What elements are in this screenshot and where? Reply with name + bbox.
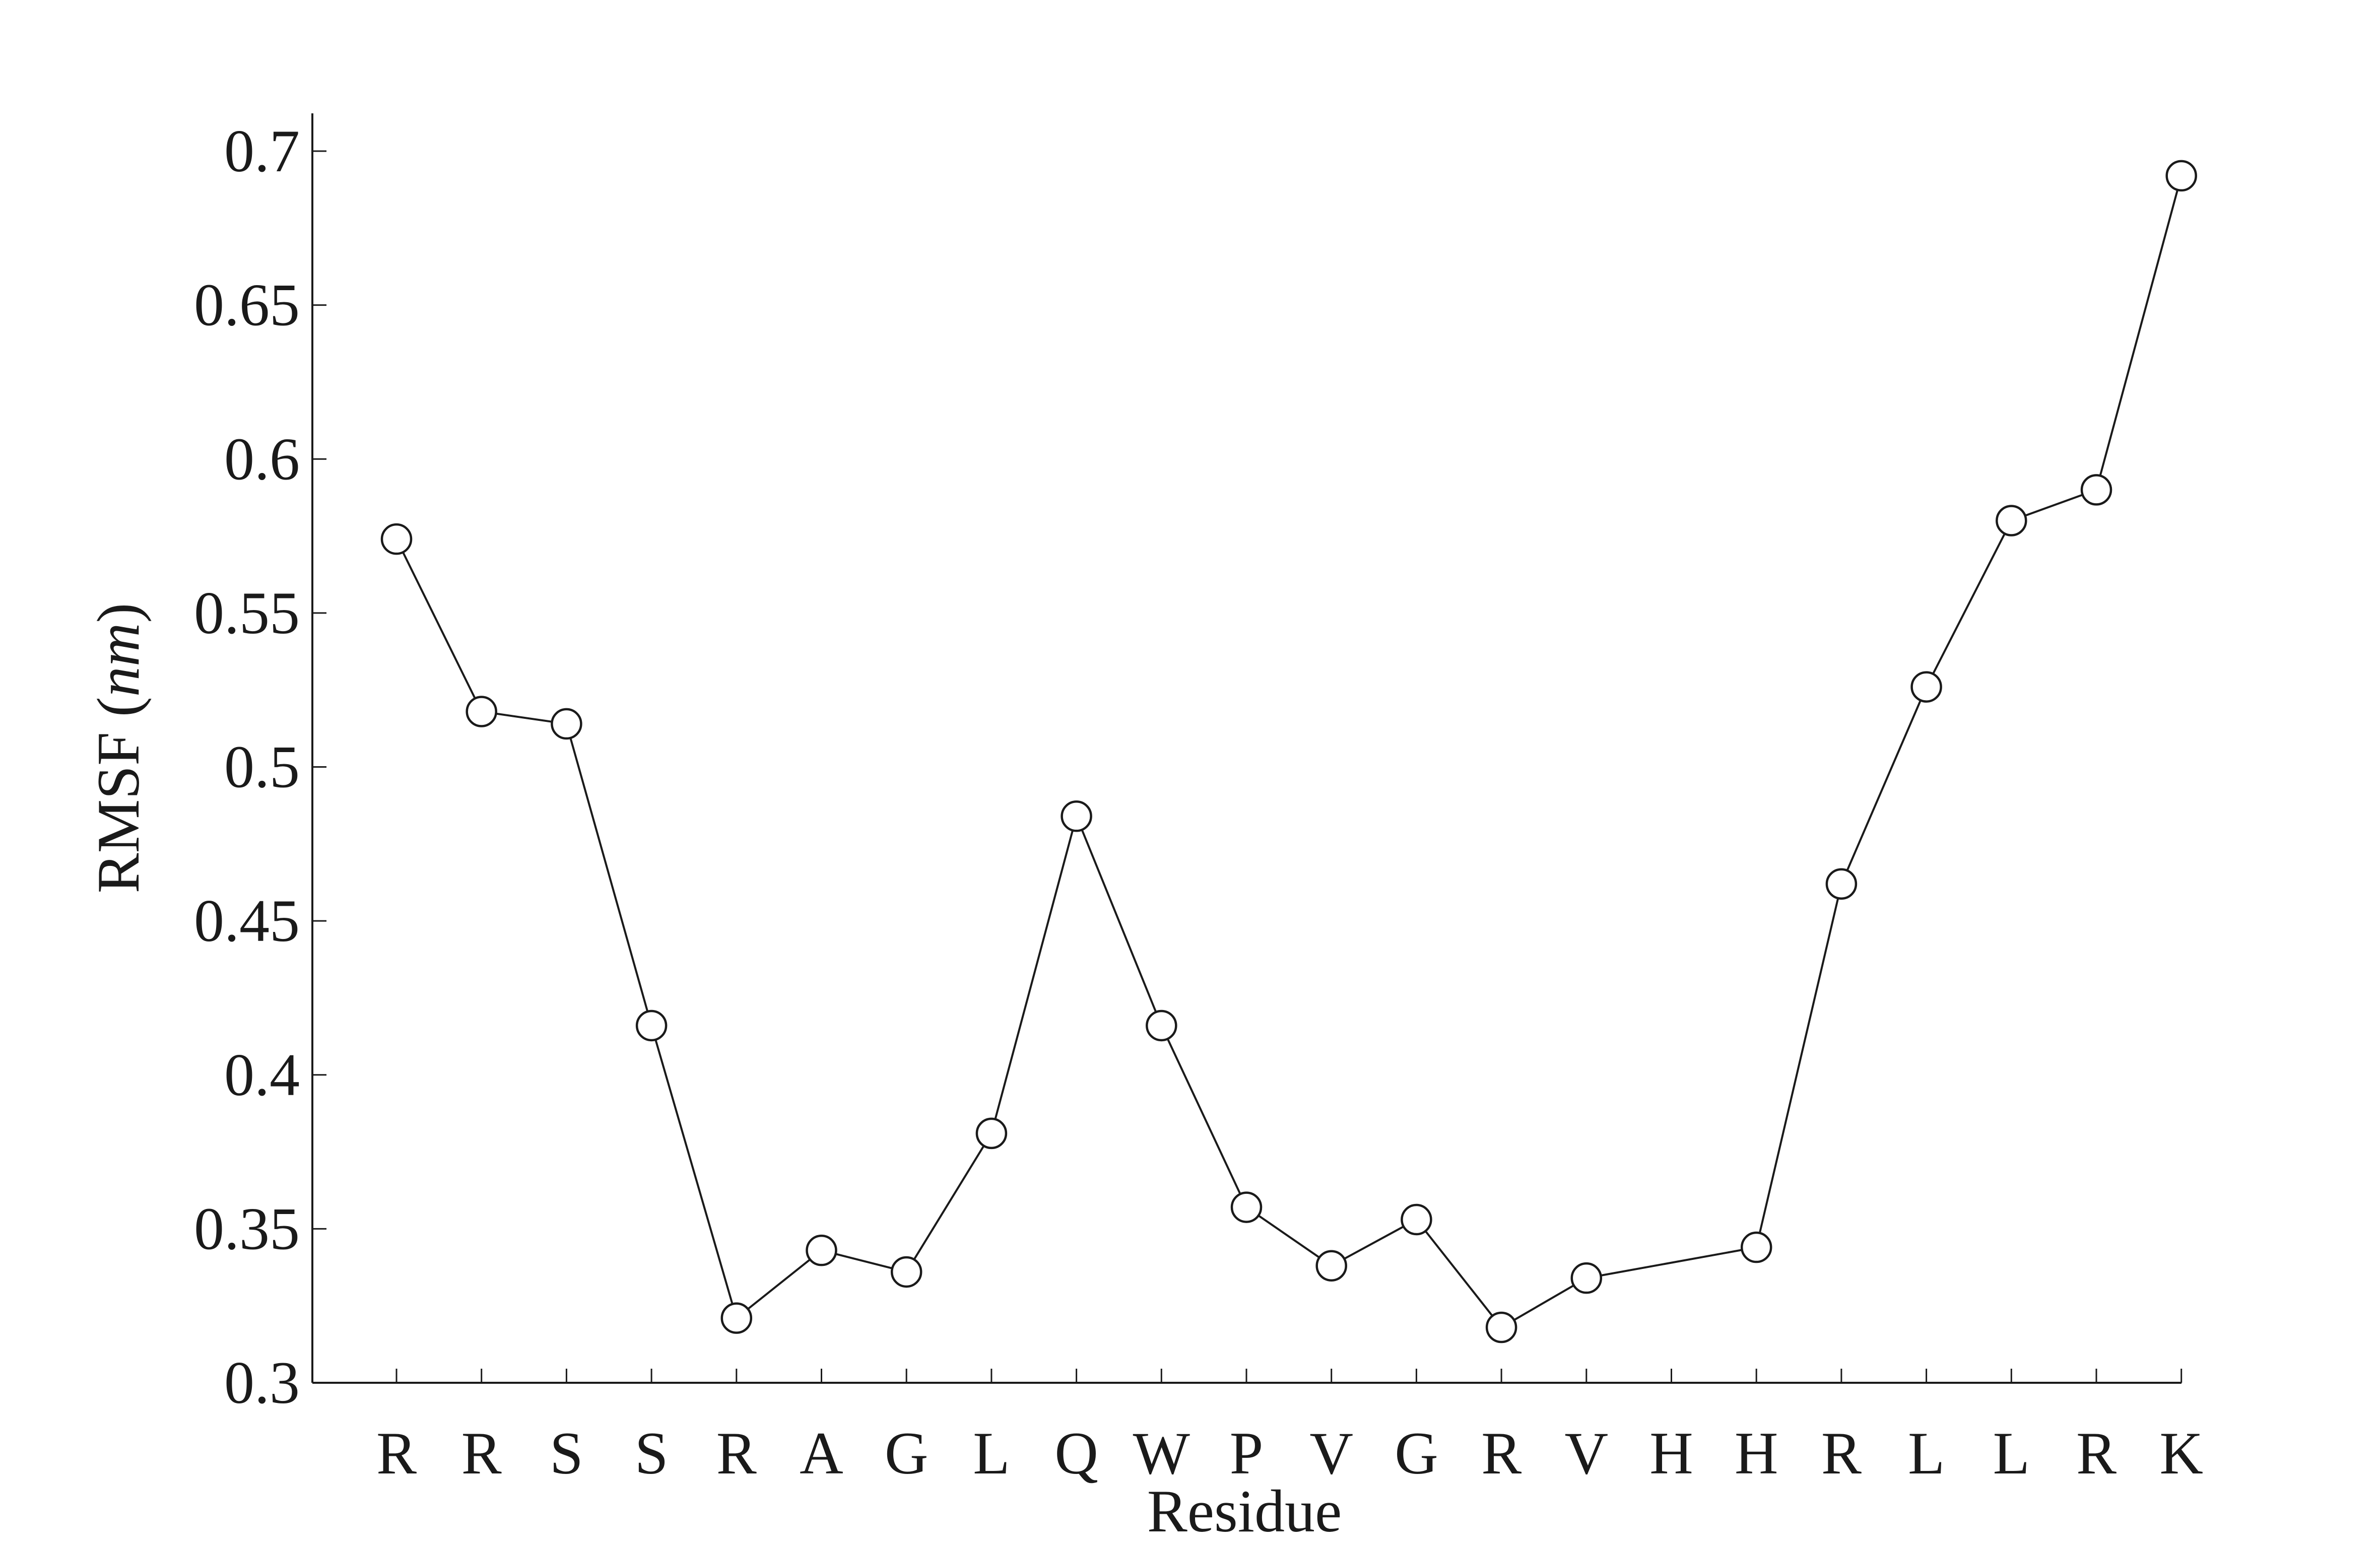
y-tick-label: 0.7 xyxy=(224,117,300,184)
y-axis-title-close: ) xyxy=(85,603,152,623)
y-tick-label: 0.6 xyxy=(224,425,300,492)
data-point xyxy=(551,708,582,740)
x-tick-label: H xyxy=(1649,1420,1693,1487)
y-tick-label: 0.3 xyxy=(224,1349,300,1416)
data-point xyxy=(1825,868,1858,900)
y-tick-label: 0.65 xyxy=(194,272,300,339)
data-point xyxy=(1230,1191,1263,1223)
data-point xyxy=(1061,800,1092,832)
x-tick-label: L xyxy=(1908,1420,1945,1487)
x-tick-label: G xyxy=(1395,1420,1438,1487)
data-point xyxy=(720,1302,753,1334)
data-point xyxy=(1485,1311,1517,1343)
data-point xyxy=(890,1256,922,1288)
x-tick-label: P xyxy=(1230,1420,1264,1487)
data-point xyxy=(1740,1231,1772,1263)
x-tick-label: R xyxy=(1821,1420,1862,1487)
data-point xyxy=(1910,671,1942,703)
x-tick-label: R xyxy=(461,1420,502,1487)
data-point xyxy=(1146,1010,1177,1042)
x-tick-label: V xyxy=(1309,1420,1353,1487)
data-point xyxy=(2080,474,2112,506)
x-tick-label: R xyxy=(376,1420,417,1487)
y-axis-title-unit: nm xyxy=(85,623,152,697)
x-tick-label: G xyxy=(885,1420,929,1487)
y-tick-label: 0.55 xyxy=(194,579,300,646)
data-point xyxy=(1570,1262,1603,1294)
y-ticks: 0.3 0.35 0.4 0.45 0.5 0.55 0.6 0.65 0.7 xyxy=(194,117,326,1416)
x-tick-label: K xyxy=(2159,1420,2203,1487)
x-tick-label: S xyxy=(550,1420,583,1487)
x-tick-label: A xyxy=(800,1420,843,1487)
data-point xyxy=(1996,505,2027,536)
data-point xyxy=(466,696,497,727)
x-tick-label: R xyxy=(2076,1420,2117,1487)
data-point xyxy=(2165,160,2197,192)
x-tick-label: S xyxy=(635,1420,669,1487)
data-point xyxy=(635,1010,668,1042)
data-point xyxy=(1315,1250,1347,1282)
data-point xyxy=(806,1234,837,1266)
y-tick-label: 0.45 xyxy=(194,887,300,954)
series xyxy=(380,160,2197,1343)
series-line xyxy=(395,175,2183,1329)
x-tick-label: W xyxy=(1133,1420,1191,1487)
data-point xyxy=(380,523,413,555)
y-tick-label: 0.4 xyxy=(224,1041,300,1108)
x-tick-label: H xyxy=(1735,1420,1778,1487)
data-point xyxy=(1401,1203,1432,1236)
data-point xyxy=(975,1117,1008,1150)
y-axis-title-main: RMSF ( xyxy=(85,697,152,893)
x-tick-label: R xyxy=(716,1420,757,1487)
x-tick-label: L xyxy=(973,1420,1010,1487)
x-tick-label: Q xyxy=(1054,1420,1098,1487)
y-axis-title: RMSF (nm) xyxy=(85,603,152,894)
x-tick-label: L xyxy=(1993,1420,2030,1487)
y-tick-label: 0.5 xyxy=(224,733,300,800)
x-axis-title: Residue xyxy=(1147,1477,1342,1544)
y-tick-label: 0.35 xyxy=(194,1195,300,1262)
x-tick-label: R xyxy=(1481,1420,1522,1487)
x-tick-label: V xyxy=(1564,1420,1608,1487)
